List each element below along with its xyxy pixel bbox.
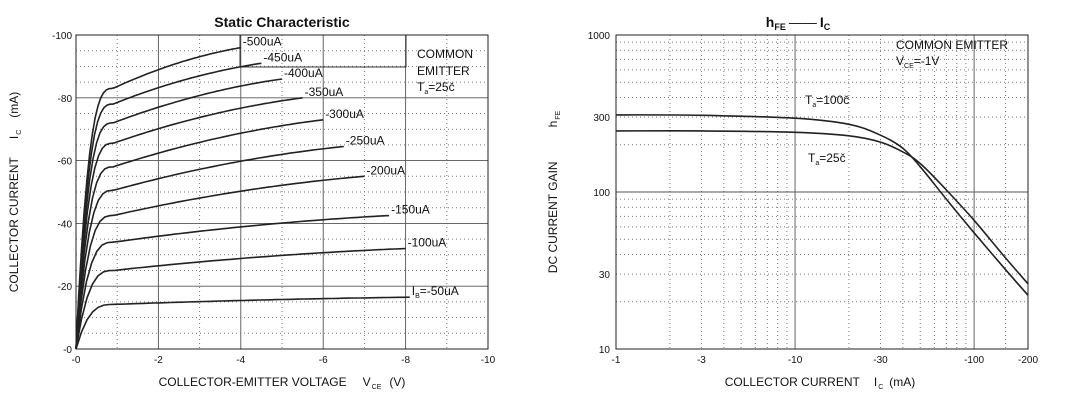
chart2-y-tick-label: 300 <box>593 113 610 124</box>
chart2-x-axis-label: COLLECTOR CURRENT IC (mA) <box>725 375 916 391</box>
chart1-x-tick-label: -8 <box>401 355 410 366</box>
chart2-grid <box>616 35 1028 349</box>
chart1-curve--200uA <box>75 175 365 350</box>
chart1-y-axis-label: COLLECTOR CURRENTIC(mA) <box>7 92 23 293</box>
chart1-series-label: IB=-50uA <box>412 284 459 300</box>
chart1-series <box>75 46 410 350</box>
chart1-y-ticks: -0 -20 -40 -60 -80 -100 <box>52 31 72 356</box>
chart1-y-tick-label: -80 <box>58 94 73 105</box>
chart2-title: hFE —— IC <box>766 14 831 32</box>
chart2-y-tick-label: 30 <box>599 270 611 281</box>
chart1-series-label: -300uA <box>325 107 364 121</box>
chart2-y-tick-label: 1000 <box>588 31 611 42</box>
chart1-series-label: -100uA <box>408 236 447 250</box>
chart2-series-label-ta25: Ta=25č <box>808 151 846 167</box>
chart2-plot-frame <box>615 34 1029 350</box>
chart2-x-tick-label: -100 <box>964 355 984 366</box>
chart1-curve--150uA <box>75 214 390 350</box>
chart2-series <box>615 114 1029 296</box>
chart1-y-tick-label: -40 <box>58 219 73 230</box>
chart1-x-ticks: -0 -2 -4 -6 -8 -10 <box>72 355 496 366</box>
chart1-curve--300uA <box>75 119 324 350</box>
chart1-series-labels: IB=-50uA -100uA -150uA -200uA -250uA -300uA -3… <box>243 35 459 301</box>
chart1-y-tick-label: -60 <box>58 157 73 168</box>
chart1-x-tick-label: -2 <box>154 355 163 366</box>
chart1-series-label: -200uA <box>366 163 405 177</box>
chart1-series-label: -350uA <box>305 85 344 99</box>
chart1-legend-box <box>239 34 407 68</box>
chart1-y-tick-label: -20 <box>58 282 73 293</box>
chart1-y-tick-label: -100 <box>52 31 72 42</box>
chart2-x-tick-label: -1 <box>612 355 621 366</box>
chart2-curve-ta25 <box>615 130 1029 285</box>
chart1-curve--100uA <box>75 247 406 350</box>
chart2-series-label-ta100: Ta=100č <box>805 93 849 109</box>
chart2-x-tick-label: -3 <box>697 355 706 366</box>
chart2-y-ticks: 10 30 100 300 1000 <box>588 31 611 356</box>
chart1-series-label: -450uA <box>263 50 302 64</box>
chart1-title: Static Characteristic <box>214 14 350 30</box>
chart1-series-label: -400uA <box>284 66 323 80</box>
chart1-series-label: -250uA <box>346 133 385 147</box>
chart2-y-tick-label: 10 <box>599 345 611 356</box>
chart1-annotation-line2: EMITTER <box>417 64 470 78</box>
static-characteristic-chart: Static Characteristic -0 -2 -4 -6 -8 -10 -0 -2… <box>7 14 496 391</box>
chart1-annotation-line1: COMMON <box>417 47 473 61</box>
chart2-y-tick-label: 100 <box>593 188 610 199</box>
chart2-curve-ta100 <box>615 114 1029 296</box>
chart2-x-ticks: -1 -3 -10 -30 -100 -200 <box>612 355 1039 366</box>
chart1-grid <box>76 35 488 349</box>
chart1-series-label: -150uA <box>391 203 430 217</box>
chart2-annotation-vce: VCE=-1V <box>896 54 939 70</box>
chart2-y-axis-label: DC CURRENT GAINhFE <box>546 110 562 273</box>
chart2-x-tick-label: -10 <box>788 355 803 366</box>
chart2-annotation-line1: COMMON EMITTER <box>896 38 1008 52</box>
chart1-curve--500uA <box>75 46 241 350</box>
chart1-y-tick-label: -0 <box>63 345 72 356</box>
chart1-curve--50uA <box>75 296 410 350</box>
chart1-curve--400uA <box>75 78 283 350</box>
chart1-x-tick-label: -0 <box>72 355 81 366</box>
chart1-annotation-temp: Ta=25č <box>417 80 455 96</box>
chart1-x-tick-label: -10 <box>481 355 496 366</box>
chart1-curve--450uA <box>75 62 262 350</box>
chart2-x-tick-label: -200 <box>1018 355 1038 366</box>
hfe-ic-chart: hFE —— IC -1 -3 -10 -30 -100 -200 10 30 100 300 100… <box>546 14 1038 391</box>
chart1-series-label: -500uA <box>243 35 282 49</box>
chart1-x-axis-label: COLLECTOR-EMITTER VOLTAGE VCE (V) <box>159 375 406 391</box>
chart1-curve--350uA <box>75 97 303 350</box>
chart1-curve--250uA <box>75 145 344 350</box>
chart2-x-tick-label: -30 <box>873 355 888 366</box>
chart1-x-tick-label: -4 <box>236 355 245 366</box>
chart1-x-tick-label: -6 <box>319 355 328 366</box>
